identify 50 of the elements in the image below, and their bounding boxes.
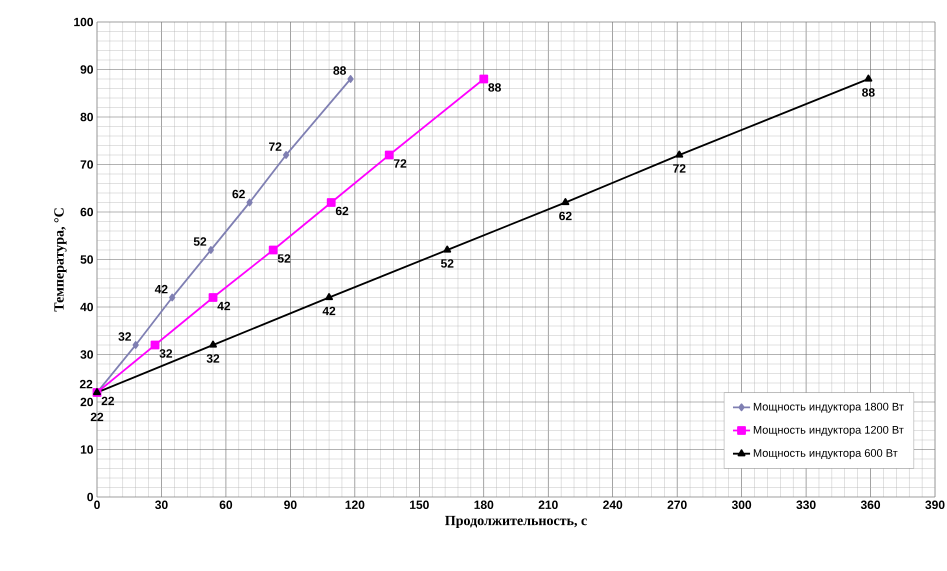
x-tick-label: 360 xyxy=(860,500,880,510)
y-tick-label: 80 xyxy=(80,112,93,122)
y-tick-label: 100 xyxy=(74,18,93,26)
data-label: 88 xyxy=(333,66,346,75)
x-tick-label: 30 xyxy=(155,500,168,510)
y-tick-label: 30 xyxy=(80,350,93,359)
data-label: 32 xyxy=(160,349,172,358)
y-tick-label: 0 xyxy=(87,492,93,502)
y-tick-label: 20 xyxy=(80,398,93,406)
x-tick-label: 270 xyxy=(668,500,687,510)
x-tick-label: 0 xyxy=(94,500,100,510)
data-label: 72 xyxy=(269,142,282,151)
y-tick-label: 40 xyxy=(80,302,93,312)
x-tick-label: 180 xyxy=(474,500,494,510)
data-label: 62 xyxy=(232,190,245,198)
data-label: 22 xyxy=(102,396,114,406)
y-tick-label: 70 xyxy=(80,160,93,169)
data-label: 52 xyxy=(194,237,206,246)
y-tick-label: 60 xyxy=(80,208,93,216)
data-label: 42 xyxy=(217,302,230,310)
y-tick-label: 90 xyxy=(80,65,93,74)
x-tick-label: 90 xyxy=(284,500,297,510)
x-tick-label: 300 xyxy=(732,500,752,510)
data-label: 52 xyxy=(278,254,290,263)
x-tick-label: 150 xyxy=(410,500,429,510)
data-label: 72 xyxy=(394,159,406,168)
data-label: 32 xyxy=(118,332,131,341)
x-tick-label: 120 xyxy=(346,500,364,510)
data-label: 88 xyxy=(862,88,875,97)
legend-label: Мощность индуктора 600 Вт xyxy=(754,449,898,460)
legend-label: Мощность индуктора 1200 Вт xyxy=(754,426,904,436)
data-label: 88 xyxy=(488,83,501,92)
y-tick-label: 10 xyxy=(80,445,93,454)
data-label: 22 xyxy=(80,380,92,388)
x-tick-label: 240 xyxy=(603,500,622,510)
data-label: 42 xyxy=(154,284,168,294)
data-label: 32 xyxy=(206,354,220,363)
data-label: 52 xyxy=(440,259,454,268)
x-axis-title: Продолжительность, с xyxy=(445,516,587,528)
data-label: 62 xyxy=(559,212,572,220)
x-tick-label: 390 xyxy=(925,500,945,510)
x-tick-label: 330 xyxy=(796,500,816,510)
y-tick-label: 50 xyxy=(80,255,93,264)
legend-label: Мощность индуктора 1800 Вт xyxy=(754,402,904,413)
data-label: 42 xyxy=(322,306,336,316)
x-tick-label: 60 xyxy=(220,500,232,510)
y-axis-title: Температура, °С xyxy=(54,208,67,312)
data-label: 22 xyxy=(90,412,104,422)
data-label: 62 xyxy=(336,206,348,216)
x-tick-label: 210 xyxy=(538,500,558,510)
